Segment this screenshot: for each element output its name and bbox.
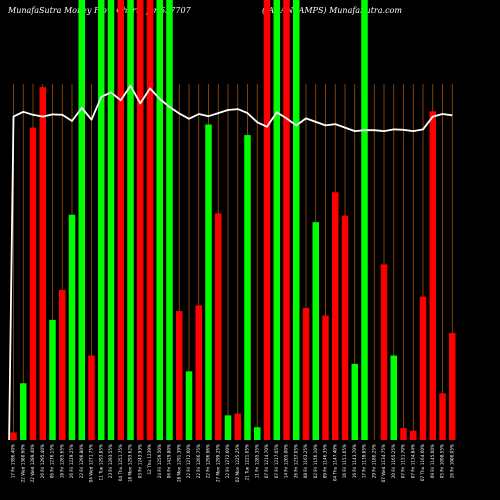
bar [185,371,193,440]
x-tick-label: 17 Fri 1139.85% [362,444,367,478]
x-tick-label: 05 Fri 1098.55% [440,444,445,478]
bar [302,308,310,440]
x-tick-label: 12 Thu 1239% [147,444,152,475]
x-tick-label: 09 Fri 1146.35% [323,444,328,478]
x-tick-label: 26 Fri 1229.25% [69,444,74,478]
x-tick-label: 18 Mon 1293.62% [128,444,133,482]
bar [234,413,241,440]
bar [88,355,95,440]
bar [117,0,124,440]
bar [322,315,329,440]
bar [49,319,56,440]
bar [273,0,280,440]
bar [29,127,37,440]
bar [380,264,388,440]
bar [429,111,436,440]
bar [156,0,163,440]
x-tick-label: 23 Fri 1293.55% [108,444,113,478]
bar [78,0,85,440]
x-tick-label: 07 Wed 1134.75% [381,444,386,482]
x-tick-label: 26 Fri 1295.40% [40,444,45,478]
x-tick-label: 18 Fri 1265.65% [59,444,64,478]
x-tick-label: 09 Fri 1145.60% [430,444,435,478]
x-tick-label: 29 Fri 1180.25% [371,444,376,478]
bar [20,383,27,440]
bar [254,427,261,440]
bar [146,0,154,440]
bar [107,0,115,440]
bar [361,0,368,440]
bar [400,428,407,440]
x-tick-label: 03 Fri 1243.93% [137,444,142,478]
x-tick-label: 04 Thu 1147.40% [332,444,337,481]
bar [410,430,417,440]
x-tick-label: 21 Tue 1221.05% [245,444,250,480]
x-tick-label: 04 Wed 1271.75% [89,444,94,482]
bar [98,0,105,440]
x-tick-label: 11 Tue 1293.85% [98,444,103,480]
bar [127,0,134,440]
bar [244,135,251,440]
x-tick-label: 22 Wed 1289.40% [30,444,35,482]
bar [293,0,300,440]
bar [332,192,339,440]
bar [419,296,427,440]
x-tick-label: 07 Fri 1217.05% [274,444,279,478]
bar [195,305,202,440]
x-tick-label: 16 Fri 1143.70% [352,444,357,478]
bar [39,87,46,441]
bar [263,0,271,440]
bar [351,363,358,440]
x-tick-label: 06 Fri 1429.80% [167,444,172,478]
bar [68,214,76,440]
x-tick-label: 24 Fri 1259.50% [157,444,162,478]
x-tick-label: 22 Fri 1272.60% [186,444,191,478]
bar [137,0,144,440]
x-tick-label: 02 Fri 1156.10% [313,444,318,478]
bar [449,333,456,440]
bar [10,432,17,440]
bar [59,289,66,440]
chart-title-right: (JAGANLAMPS) MunafaSutra.com [262,6,402,15]
x-tick-label: 22 Fri 1266.75% [196,444,201,478]
x-tick-label: 11 Fri 1285.35% [254,444,259,478]
x-tick-label: 04 Thu 1251.75% [118,444,123,481]
x-tick-label: 16 Fri 1151.65% [342,444,347,478]
x-tick-label: 26 Fri 1237.05% [293,444,298,478]
bar [176,311,183,440]
x-tick-label: 26 Fri 1086.05% [449,444,454,478]
x-tick-label: 06 Fri 1276.15% [50,444,55,478]
bar [390,355,397,440]
bar [283,0,290,440]
bar [224,415,232,440]
bar [312,222,319,440]
x-tick-label: 14 Fri 1205.00% [284,444,289,478]
x-tick-label: 22 Wed 1380.60% [20,444,25,482]
x-tick-label: 17 Fri 1396.40% [11,444,16,478]
x-tick-label: 20 Fri 1165.25% [391,444,396,478]
x-tick-label: 22 Fri 1272.60% [225,444,230,478]
bar [215,213,222,440]
money-flow-line [8,84,453,441]
x-tick-label: 02 Mon 1225.25% [235,444,240,482]
x-tick-label: 07 Thu 1164.60% [420,444,425,481]
bar [166,0,173,440]
x-tick-label: 07 Fri 1214.70% [264,444,269,478]
x-tick-label: 22 Fri 1290.80% [79,444,84,478]
x-tick-label: 07 Fri 1151.70% [401,444,406,478]
x-tick-label: 28 Mon 1291.39% [176,444,181,482]
bar [341,215,349,440]
x-tick-label: 22 Fri 1296.96% [206,444,211,478]
x-tick-label: 27 Mon 1299.25% [215,444,220,482]
bar [205,124,212,441]
bar [439,393,446,440]
x-tick-label: 08 Fri 1163.25% [303,444,308,478]
x-tick-label: 07 Fri 1134.84% [410,444,415,478]
